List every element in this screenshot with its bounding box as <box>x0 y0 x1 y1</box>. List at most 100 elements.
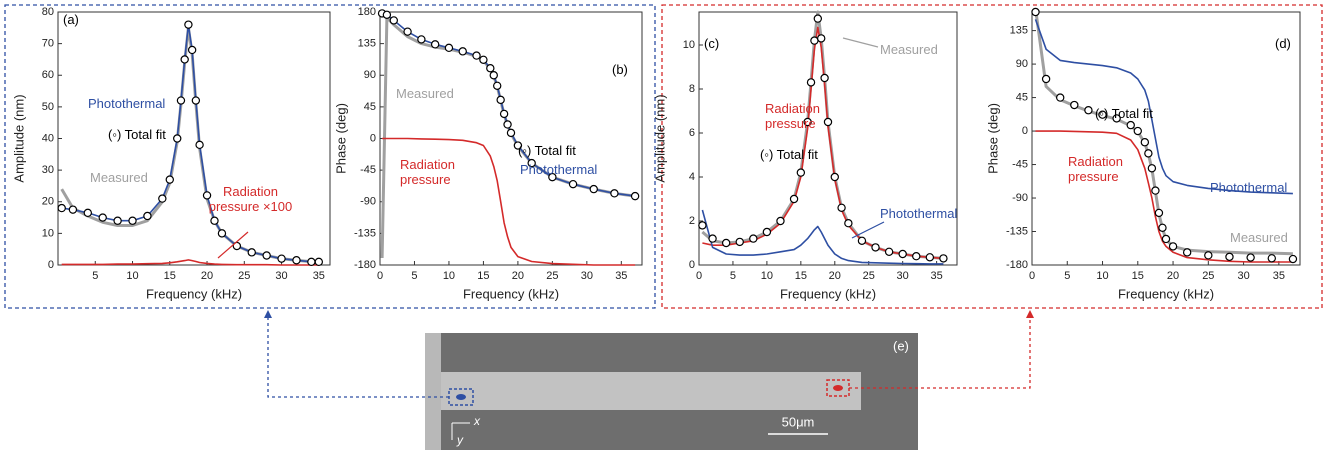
x-tick-label: 30 <box>581 270 593 282</box>
series-line <box>380 16 636 259</box>
series-line <box>1034 19 1293 195</box>
x-tick-label: 30 <box>275 270 287 282</box>
scale-bar-label: 50μm <box>782 414 815 429</box>
fit-marker <box>180 55 189 64</box>
fit-marker <box>184 20 193 29</box>
x-tick-label: 10 <box>1096 270 1108 282</box>
fit-marker <box>158 194 167 203</box>
y-tick-label: 4 <box>689 171 695 183</box>
panel-label: (a) <box>63 12 79 27</box>
fit-marker <box>630 191 640 201</box>
fit-marker <box>1154 208 1164 218</box>
fit-marker <box>1182 248 1192 257</box>
series-line <box>701 209 944 265</box>
y-tick-label: 70 <box>42 38 54 50</box>
y-tick-label: -135 <box>1006 225 1028 237</box>
fit-marker <box>128 216 137 225</box>
x-tick-label: 25 <box>863 270 875 282</box>
series-line <box>61 259 319 266</box>
x-tick-label: 20 <box>1167 270 1179 282</box>
fit-marker <box>458 47 467 56</box>
series-line <box>61 23 319 263</box>
fit-marker <box>820 73 829 83</box>
arrowhead <box>1026 310 1034 318</box>
fit-marker <box>262 251 271 260</box>
x-tick-label: 25 <box>238 270 250 282</box>
fit-marker <box>1246 253 1255 262</box>
x-tick-label: 10 <box>126 270 138 282</box>
y-tick-label: 8 <box>689 83 695 95</box>
y-tick-label: 10 <box>42 227 54 239</box>
y-tick-label: -180 <box>1006 259 1028 271</box>
y-tick-label: -135 <box>354 227 376 239</box>
x-tick-label: 35 <box>615 270 627 282</box>
x-tick-label: 35 <box>931 270 943 282</box>
series-label: Photothermal <box>1210 180 1288 195</box>
fit-marker <box>389 16 398 25</box>
fit-marker <box>589 184 598 194</box>
x-tick-label: 30 <box>1237 270 1249 282</box>
x-tick-label: 25 <box>546 270 558 282</box>
fit-marker <box>721 238 731 248</box>
fit-marker <box>444 43 454 53</box>
fit-marker <box>430 40 440 49</box>
fit-marker <box>810 36 819 45</box>
y-axis-title: Amplitude (nm) <box>11 94 26 182</box>
fit-marker <box>1140 138 1150 147</box>
y-tick-label: 45 <box>1016 91 1028 103</box>
fit-marker <box>1084 106 1093 115</box>
fit-marker <box>187 45 197 55</box>
fit-marker <box>830 172 839 182</box>
fit-marker <box>113 216 122 225</box>
y-tick-label: 135 <box>1010 25 1028 37</box>
axis-x: x <box>473 414 481 428</box>
y-tick-label: -45 <box>360 164 376 176</box>
fit-marker <box>817 34 826 43</box>
series-label: Radiation pressure <box>765 101 820 131</box>
fit-marker <box>1161 234 1171 244</box>
x-tick-label: 25 <box>1202 270 1214 282</box>
fit-marker <box>292 256 301 265</box>
y-tick-label: -180 <box>354 259 376 271</box>
fit-marker <box>823 117 833 127</box>
fit-marker <box>708 234 717 243</box>
fit-marker <box>925 253 935 262</box>
x-tick-label: 20 <box>201 270 213 282</box>
panel-label: (b) <box>612 62 628 77</box>
y-tick-label: 45 <box>364 101 376 113</box>
fit-marker <box>568 179 578 189</box>
fit-marker <box>382 10 392 20</box>
fit-marker <box>1098 110 1107 119</box>
series-label: Photothermal <box>880 206 958 221</box>
fit-marker <box>837 203 846 212</box>
x-axis-title: Frequency (kHz) <box>146 286 242 301</box>
fit-marker <box>489 71 498 80</box>
fit-marker <box>503 120 512 129</box>
fit-marker <box>202 191 212 200</box>
x-tick-label: 35 <box>1273 270 1285 282</box>
sem-image <box>425 333 918 450</box>
series-label: (◦) Total fit <box>108 127 166 142</box>
y-tick-label: 0 <box>48 259 54 271</box>
fit-marker <box>210 216 219 225</box>
fit-marker <box>1168 242 1178 251</box>
y-tick-label: 80 <box>42 6 54 18</box>
fit-marker <box>698 221 707 230</box>
connector <box>849 314 1031 389</box>
fit-marker <box>513 141 523 150</box>
x-tick-label: 10 <box>761 270 773 282</box>
x-tick-label: 35 <box>313 270 325 282</box>
fit-marker <box>939 254 948 263</box>
x-tick-label: 15 <box>164 270 176 282</box>
fit-marker <box>796 168 806 177</box>
fit-marker <box>1288 254 1298 264</box>
y-tick-label: 60 <box>42 69 54 81</box>
y-tick-label: -90 <box>360 196 376 208</box>
fit-marker <box>776 216 785 226</box>
fit-marker <box>898 249 907 259</box>
series-label: Radiation pressure <box>400 157 455 187</box>
fit-marker <box>610 189 619 198</box>
fit-marker <box>813 14 823 23</box>
